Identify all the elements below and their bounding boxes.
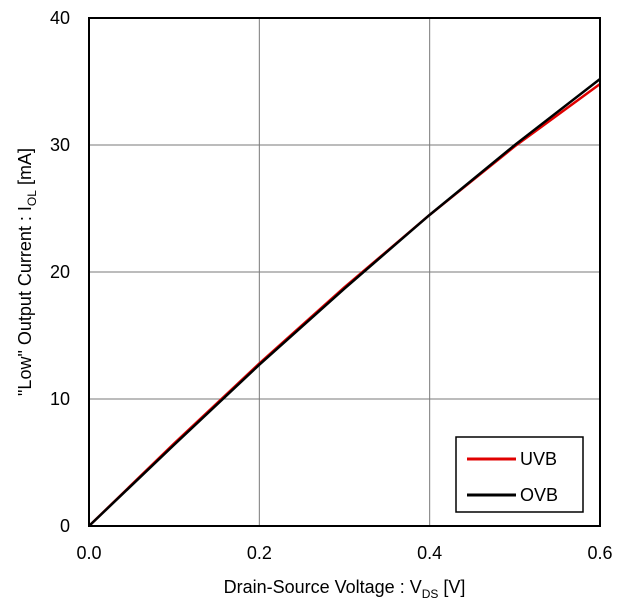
x-tick-label: 0.4 [417, 543, 442, 563]
y-tick-label: 20 [50, 262, 70, 282]
y-axis-title-sub: OL [25, 190, 39, 206]
y-axis-title-main: "Low" Output Current : I [15, 206, 35, 396]
grid-lines [89, 18, 600, 526]
x-tick-label: 0.0 [76, 543, 101, 563]
x-axis-title-sub: DS [422, 587, 439, 601]
x-tick-label: 0.2 [247, 543, 272, 563]
y-axis-title: "Low" Output Current : IOL [mA] [15, 148, 39, 396]
legend-label-uvb: UVB [520, 449, 557, 469]
legend-box [455, 436, 584, 513]
y-tick-label: 10 [50, 389, 70, 409]
series-line-ovb [88, 77, 601, 527]
x-tick-label: 0.6 [587, 543, 612, 563]
x-tick-labels: 0.0 0.2 0.4 0.6 [76, 543, 612, 563]
y-axis-title-unit: [mA] [15, 148, 35, 190]
x-axis-title: Drain-Source Voltage : VDS [V] [224, 577, 466, 601]
plot-area-frame [88, 17, 601, 527]
legend-label-ovb: OVB [520, 485, 558, 505]
legend: UVB OVB [455, 436, 584, 513]
x-axis-title-unit: [V] [438, 577, 465, 597]
y-tick-label: 40 [50, 8, 70, 28]
y-tick-labels: 0 10 20 30 40 [50, 8, 70, 536]
y-tick-label: 30 [50, 135, 70, 155]
y-tick-label: 0 [60, 516, 70, 536]
x-axis-title-main: Drain-Source Voltage : V [224, 577, 422, 597]
series-layer [88, 77, 601, 527]
